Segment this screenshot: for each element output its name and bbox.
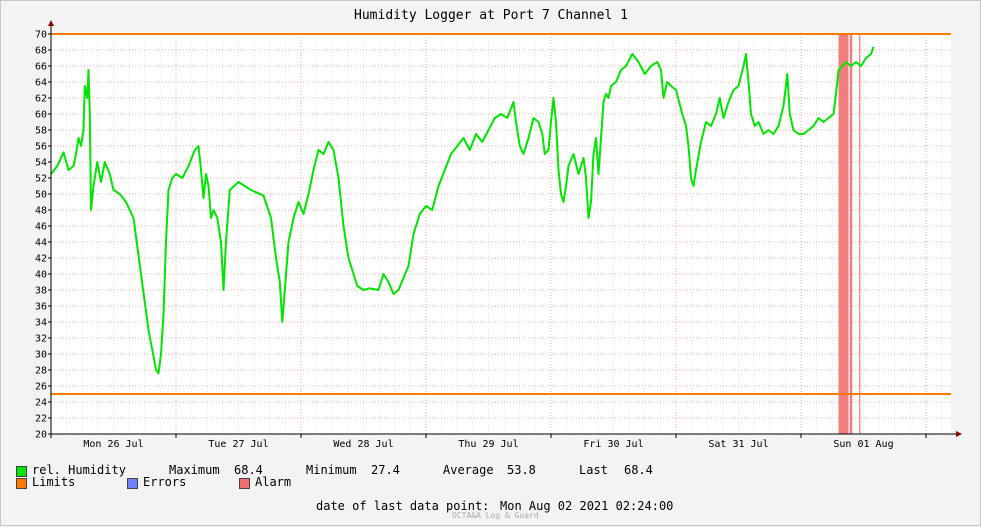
legend-alarm-label: Alarm — [255, 475, 292, 489]
legend-swatch-alarm — [239, 478, 250, 489]
y-tick-label: 38 — [35, 286, 47, 297]
y-tick-label: 68 — [35, 46, 47, 57]
alarm-span — [838, 34, 849, 434]
last-data-point-label: date of last data point: — [316, 499, 490, 513]
y-axis-arrow — [48, 20, 54, 26]
y-tick-label: 52 — [35, 174, 47, 185]
x-tick-label: Fri 30 Jul — [583, 439, 643, 450]
x-tick-label: Wed 28 Jul — [333, 439, 393, 450]
x-tick-label: Thu 29 Jul — [458, 439, 518, 450]
plot-area — [51, 34, 951, 434]
last-data-point-value: Mon Aug 02 2021 02:24:00 — [500, 499, 674, 513]
y-tick-label: 36 — [35, 302, 47, 313]
legend-limits-label: Limits — [32, 475, 76, 489]
series-line-humidity — [50, 46, 875, 375]
x-tick-label: Sat 31 Jul — [708, 439, 768, 450]
y-tick-label: 34 — [35, 318, 47, 329]
y-tick-label: 56 — [35, 142, 47, 153]
legend-last-value: 68.4 — [624, 463, 653, 477]
legend-minimum-value: 27.4 — [371, 463, 400, 477]
legend-last-label: Last — [579, 463, 608, 477]
y-tick-label: 64 — [35, 78, 47, 89]
x-tick-label: Tue 27 Jul — [208, 439, 268, 450]
y-tick-label: 70 — [35, 30, 47, 41]
y-tick-label: 28 — [35, 366, 47, 377]
y-tick-label: 20 — [35, 430, 47, 441]
legend-errors-label: Errors — [143, 475, 187, 489]
y-tick-label: 24 — [35, 398, 47, 409]
y-tick-label: 26 — [35, 382, 47, 393]
x-tick-label: Sun 01 Aug — [833, 439, 893, 450]
y-tick-label: 42 — [35, 254, 47, 265]
y-tick-label: 54 — [35, 158, 47, 169]
legend-swatch-humidity — [16, 466, 27, 477]
watermark: OCTA&A Log & Guard — [452, 511, 539, 520]
legend-maximum-value: 68.4 — [234, 463, 263, 477]
y-tick-label: 40 — [35, 270, 47, 281]
legend-maximum-label: Maximum — [169, 463, 220, 477]
y-tick-label: 58 — [35, 126, 47, 137]
y-tick-label: 46 — [35, 222, 47, 233]
chart-title: Humidity Logger at Port 7 Channel 1 — [354, 8, 628, 23]
legend-humidity-label: rel. Humidity — [32, 463, 126, 477]
legend-minimum-label: Minimum — [306, 463, 357, 477]
legend-average-value: 53.8 — [507, 463, 536, 477]
legend-swatch-errors — [127, 478, 138, 489]
y-tick-label: 60 — [35, 110, 47, 121]
y-tick-label: 22 — [35, 414, 47, 425]
y-tick-label: 48 — [35, 206, 47, 217]
alarm-span — [859, 34, 861, 434]
y-tick-label: 50 — [35, 190, 47, 201]
y-tick-label: 66 — [35, 62, 47, 73]
y-tick-label: 32 — [35, 334, 47, 345]
y-tick-label: 44 — [35, 238, 47, 249]
y-tick-label: 62 — [35, 94, 47, 105]
alarm-span — [849, 34, 853, 434]
x-tick-label: Mon 26 Jul — [83, 439, 143, 450]
y-tick-label: 30 — [35, 350, 47, 361]
legend-swatch-limits — [16, 478, 27, 489]
legend-average-label: Average — [443, 463, 494, 477]
x-axis-arrow — [956, 431, 962, 437]
